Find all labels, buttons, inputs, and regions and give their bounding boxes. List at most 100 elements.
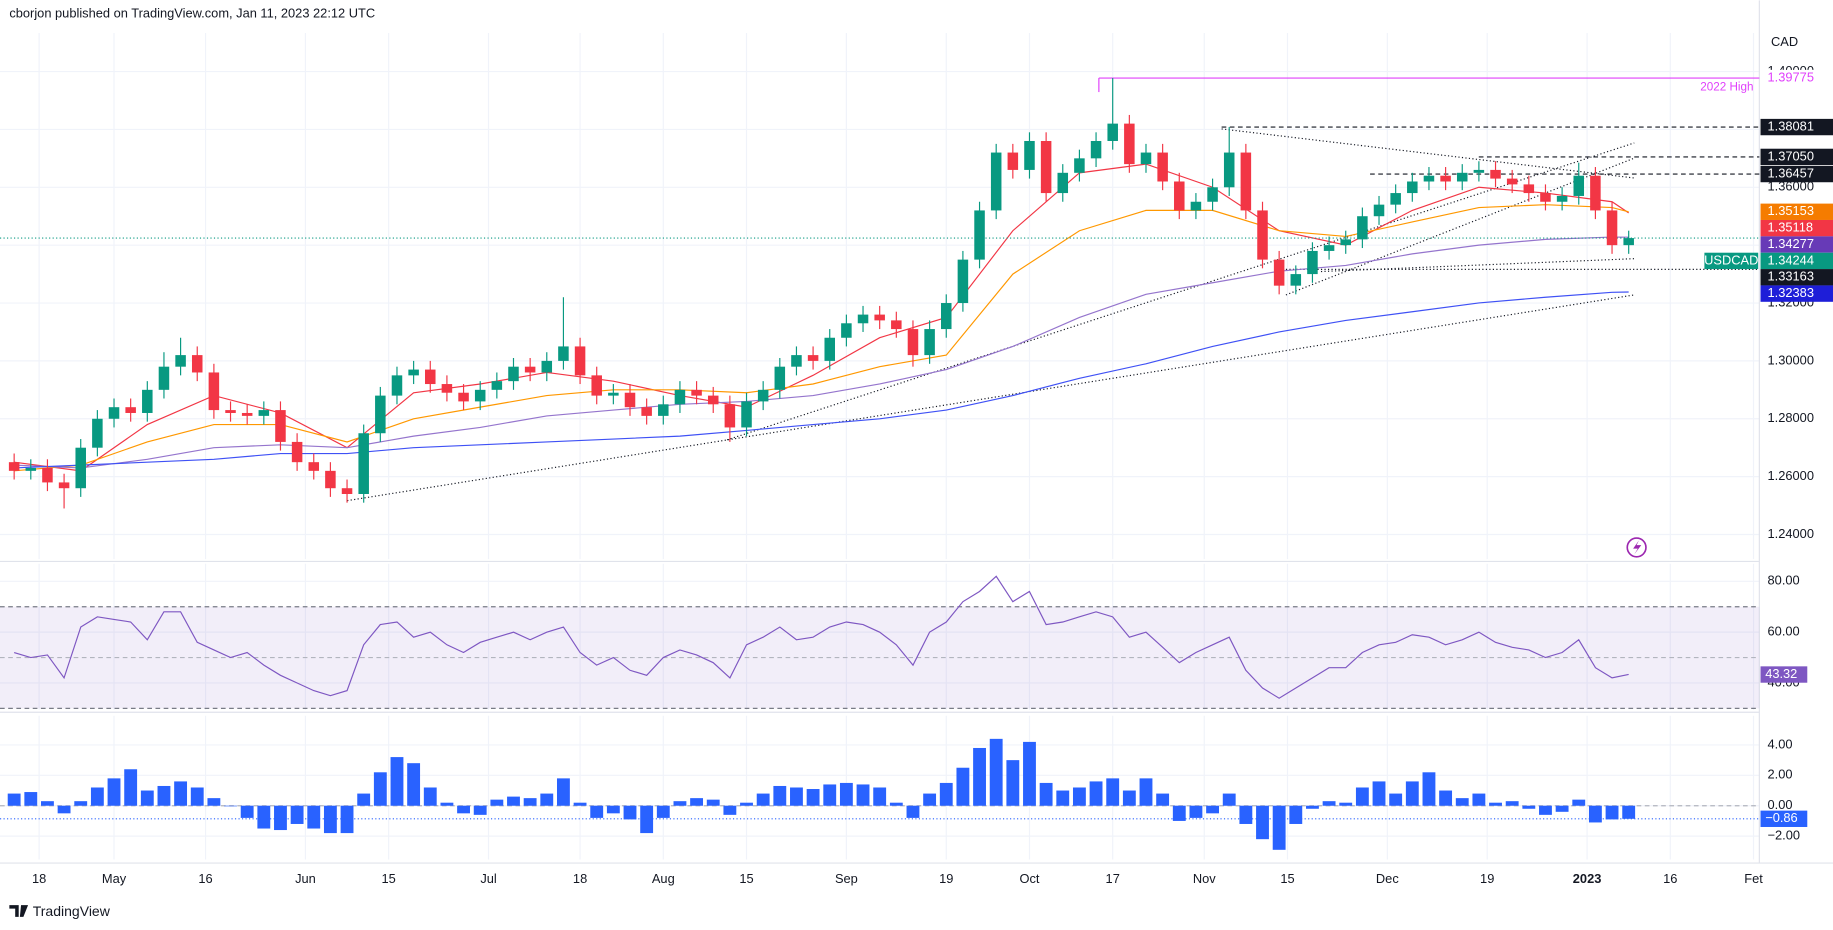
candle-body — [1340, 239, 1351, 246]
hist-tag-label: −0.86 — [1765, 810, 1797, 825]
candle-body — [974, 210, 985, 260]
x-tick-label: Aug — [652, 871, 675, 886]
y-tick-label: 0.00 — [1768, 797, 1793, 812]
histogram-bar — [190, 787, 204, 806]
candle-body — [1257, 210, 1268, 260]
candle-body — [458, 392, 469, 402]
histogram-bar — [873, 787, 887, 806]
y-tick-label: 60.00 — [1768, 624, 1800, 639]
candle-body — [957, 259, 969, 304]
candle-body — [108, 407, 120, 419]
histogram-bar — [923, 793, 937, 806]
candle-body — [1273, 259, 1285, 286]
x-tick-label: 15 — [1280, 871, 1294, 886]
histogram-bar — [1222, 793, 1236, 806]
y-tick-label: 1.26000 — [1768, 468, 1814, 483]
candle-body — [42, 467, 53, 483]
candle-body — [1523, 184, 1535, 194]
price-tag — [1760, 165, 1833, 183]
candle-body — [291, 441, 303, 463]
histogram-bar — [473, 805, 487, 815]
candle-body — [425, 369, 436, 385]
histogram-bar — [856, 784, 870, 806]
candle-body — [258, 410, 270, 416]
histogram-bar — [523, 798, 537, 806]
histogram-bar — [224, 805, 237, 807]
alert-bolt — [1633, 540, 1642, 555]
price-tag-label: 1.35118 — [1768, 220, 1813, 235]
histogram-bar — [1472, 793, 1486, 806]
trendline — [1221, 128, 1635, 179]
histogram-bar — [1422, 772, 1436, 806]
histogram-bar — [1622, 805, 1636, 819]
candle-body — [325, 470, 336, 489]
histogram-bar — [1522, 805, 1536, 809]
candle-body — [558, 346, 569, 361]
candle-body — [1357, 216, 1368, 240]
candle-body — [1007, 152, 1019, 170]
histogram-bar — [1056, 790, 1070, 806]
candle-body — [441, 384, 453, 393]
candle-body — [674, 389, 686, 405]
y-tick-label: 1.28000 — [1768, 410, 1814, 425]
candle-body — [658, 404, 669, 416]
candle-body — [1490, 169, 1501, 179]
candle-body — [191, 355, 203, 373]
price-tag-label: 1.34277 — [1768, 236, 1814, 251]
candle-body — [1290, 274, 1302, 286]
histogram-bar — [973, 747, 986, 806]
histogram-bar — [1572, 799, 1586, 806]
histogram-bar — [507, 796, 520, 806]
x-tick-label: Nov — [1193, 871, 1216, 886]
histogram-bar — [956, 767, 970, 806]
histogram-bar — [390, 757, 404, 806]
candle-body — [1473, 169, 1485, 173]
histogram-bar — [690, 798, 704, 806]
y-tick-label: −2.00 — [1768, 828, 1800, 843]
currency-label: CAD — [1771, 34, 1798, 49]
x-tick-label: Jul — [480, 871, 496, 886]
candle-body — [308, 462, 320, 471]
level-note: 2022 High — [1700, 80, 1753, 93]
histogram-bar — [673, 801, 687, 806]
candle-body — [375, 395, 386, 434]
plot: 18 May 16 Jun 15 Jul 18 Aug 15 Sep 19 Oct 17 Nov 15 Dec… — [0, 34, 1833, 886]
logo: TradingView — [9, 903, 111, 919]
candle-body — [1174, 181, 1185, 211]
candle-body — [1024, 140, 1035, 170]
histogram-bar — [1306, 805, 1319, 809]
rsi-line — [13, 575, 1629, 699]
candle-body — [92, 418, 103, 448]
candle-body — [225, 410, 236, 413]
histogram-bar — [1322, 801, 1336, 806]
histogram-bar — [790, 787, 803, 806]
price-tag — [1760, 285, 1833, 302]
candle-body — [1573, 175, 1585, 196]
histogram-bar — [556, 778, 570, 806]
histogram-bar — [1106, 778, 1120, 806]
y-tick-label: 1.36000 — [1768, 179, 1814, 194]
histogram-bar — [1389, 793, 1403, 806]
candle-body — [807, 355, 819, 361]
histogram-bar — [1023, 741, 1036, 806]
candle-body — [25, 467, 37, 471]
candle-body — [391, 375, 403, 396]
candle-body — [58, 482, 70, 489]
candle-body — [990, 152, 1002, 211]
candle-body — [1140, 152, 1152, 165]
candle-body — [1390, 193, 1401, 205]
x-tick-label: 19 — [1480, 871, 1494, 886]
moving-average — [14, 163, 1629, 472]
price-tag-label: 1.32383 — [1768, 285, 1814, 300]
histogram-bar — [839, 782, 853, 806]
x-tick-label: 15 — [382, 871, 396, 886]
x-tick-label: 18 — [32, 871, 46, 886]
histogram-bar — [573, 802, 587, 806]
histogram-bar — [207, 798, 221, 806]
price-tag-label: 1.38081 — [1768, 118, 1814, 133]
histogram-bar — [1355, 787, 1369, 806]
candle-body — [1623, 238, 1634, 246]
candle-body — [574, 346, 586, 376]
y-tick-label: 1.24000 — [1768, 526, 1814, 541]
